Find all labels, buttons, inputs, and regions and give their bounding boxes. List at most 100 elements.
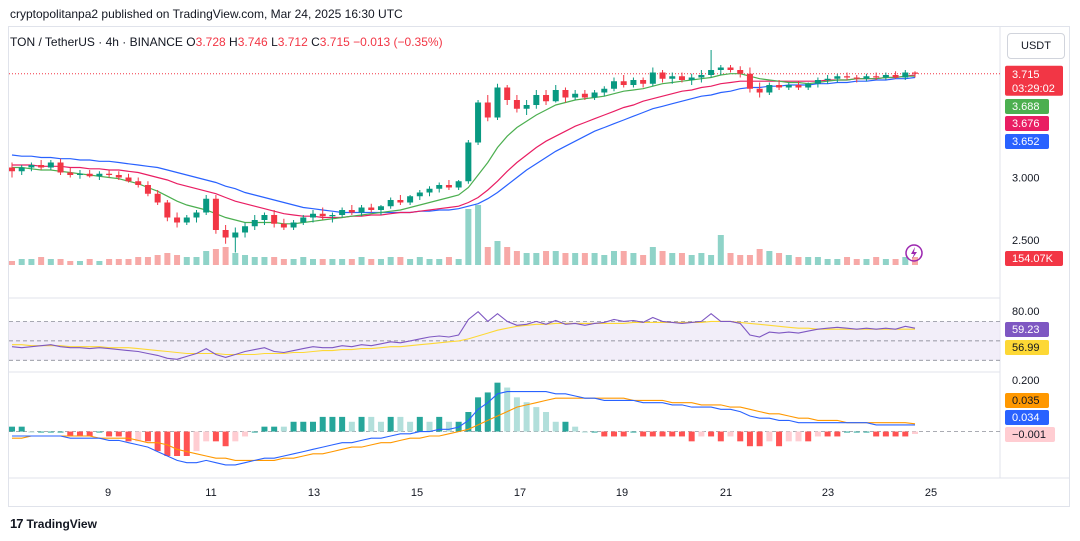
macd-histogram-bar <box>601 431 608 437</box>
macd-pane[interactable] <box>9 382 1000 466</box>
candle-body <box>96 173 103 177</box>
volume-bar <box>242 255 249 265</box>
candle-body <box>882 75 889 78</box>
volume-bar <box>47 259 54 265</box>
macd-histogram-bar <box>649 431 656 437</box>
volume-bar <box>902 257 909 265</box>
volume-bar <box>863 259 870 265</box>
macd-histogram-bar <box>280 426 287 432</box>
volume-bar <box>882 259 889 265</box>
volume-bar <box>630 253 637 265</box>
volume-bar <box>766 251 773 265</box>
volume-bar <box>135 257 142 265</box>
macd-histogram-bar <box>814 431 821 437</box>
macd-histogram-bar <box>844 431 851 433</box>
candle-body <box>504 87 511 100</box>
macd-histogram-bar <box>212 431 219 442</box>
time-axis[interactable]: 9 11 13 15 17 19 21 23 25 <box>105 487 937 499</box>
candle-body <box>358 207 365 213</box>
macd-histogram-bar <box>873 431 880 437</box>
volume-bar <box>397 257 404 265</box>
macd-histogram-bar <box>513 397 520 432</box>
candle-body <box>785 85 792 88</box>
ma-mid-tag-bg <box>1005 116 1049 131</box>
macd-histogram-bar <box>426 421 433 432</box>
volume-bar <box>737 255 744 265</box>
candle-body <box>562 90 569 98</box>
volume-bar <box>261 257 268 265</box>
candle-body <box>436 185 443 189</box>
volume-bar <box>86 259 93 265</box>
volume-bar <box>853 259 860 265</box>
ma-fast-tag-bg <box>1005 99 1049 114</box>
volume-bar <box>212 249 219 265</box>
volume-bar <box>844 257 851 265</box>
candle-body <box>38 165 45 168</box>
macd-histogram-bar <box>348 421 355 432</box>
candle-body <box>57 162 64 173</box>
macd-histogram-bar <box>445 421 452 432</box>
candle-body <box>824 78 831 80</box>
candle-body <box>873 76 880 78</box>
macd-histogram-bar <box>232 431 239 442</box>
volume-bar <box>174 255 181 265</box>
macd-histogram-bar <box>475 397 482 432</box>
volume-bar <box>329 259 336 265</box>
volume-tag-bg <box>1005 251 1063 266</box>
volume-bar <box>572 253 579 265</box>
rsi-pane[interactable] <box>9 310 1000 361</box>
macd-hist-tag: −0.001 <box>1012 429 1046 441</box>
candle-body <box>688 77 695 80</box>
candle-body <box>795 85 802 88</box>
volume-bar <box>669 253 676 265</box>
volume-bar <box>222 247 229 265</box>
macd-histogram-bar <box>358 416 365 432</box>
macd-histogram-bar <box>57 431 64 433</box>
symbol-name[interactable]: TON / TetherUS · 4h · BINANCE <box>10 35 183 49</box>
candle-body <box>9 167 15 172</box>
macd-histogram-bar <box>572 426 579 432</box>
currency-button[interactable]: USDT <box>1007 33 1065 59</box>
volume-bar <box>203 251 210 265</box>
volume-bar <box>144 257 151 265</box>
footer-brand[interactable]: TradingView <box>26 516 97 531</box>
volume-bar <box>445 257 452 265</box>
candle-body <box>368 207 375 210</box>
rsi-tick: 80.00 <box>1012 306 1040 318</box>
lightning-icon <box>905 244 923 262</box>
ma-slow-tag: 3.652 <box>1012 136 1040 148</box>
macd-histogram-bar <box>135 431 142 442</box>
candle-body <box>280 223 287 228</box>
volume-bar <box>746 255 753 265</box>
volume-bar <box>776 253 783 265</box>
volume-bar <box>591 253 598 265</box>
candle-body <box>746 73 753 89</box>
volume-bar <box>300 257 307 265</box>
candle-body <box>426 188 433 193</box>
volume-bar <box>543 251 550 265</box>
change-value: −0.013 (−0.35%) <box>353 35 443 49</box>
candle-body <box>678 76 685 80</box>
candle-body <box>640 80 647 84</box>
macd-histogram-bar <box>290 421 297 432</box>
volume-bar <box>611 251 617 265</box>
price-axis[interactable]: 3.000 2.500 3.715 03:29:02 3.688 3.676 3.652 15… <box>1005 65 1063 442</box>
macd-histogram-bar <box>203 431 210 442</box>
volume-bar <box>377 259 384 265</box>
candle-body <box>271 215 278 224</box>
macd-histogram-bar <box>611 431 617 437</box>
candle-body <box>659 72 666 79</box>
price-pane[interactable] <box>9 50 1000 253</box>
volume-bar <box>698 253 705 265</box>
macd-histogram-bar <box>892 431 899 437</box>
volume-bar <box>436 259 443 265</box>
candle-body <box>737 70 744 74</box>
volume-bar <box>892 259 899 265</box>
symbol-legend: TON / TetherUS · 4h · BINANCE O3.728 H3.… <box>10 35 443 49</box>
macd-histogram-bar <box>737 431 744 442</box>
macd-histogram-bar <box>785 431 792 442</box>
ma-mid-line <box>12 74 916 219</box>
tradingview-logo-icon[interactable]: 17 <box>10 516 24 531</box>
volume-bar <box>368 259 375 265</box>
